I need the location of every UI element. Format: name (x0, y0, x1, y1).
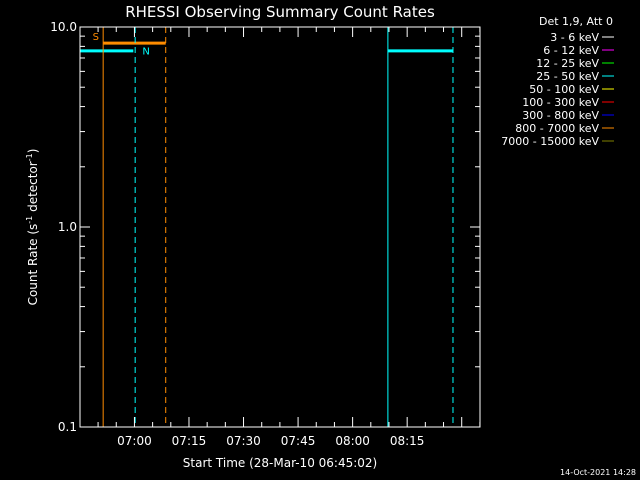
plot-frame (79, 26, 481, 428)
legend-entry-label: 6 - 12 keV (543, 44, 599, 57)
legend-entry-label: 50 - 100 keV (529, 83, 599, 96)
x-tick-label: 07:15 (172, 434, 207, 448)
timestamp: 14-Oct-2021 14:28 (560, 468, 636, 477)
y-axis-label: Count Rate (s-1 detector-1) (25, 149, 40, 306)
x-tick-label: 08:00 (335, 434, 370, 448)
legend-entry-label: 3 - 6 keV (550, 31, 599, 44)
x-axis-ticks: 07:00 07:15 07:30 07:45 08:00 08:15 (97, 27, 481, 448)
chart-title: RHESSI Observing Summary Count Rates (125, 3, 435, 21)
y-label-sup-1: -1 (25, 216, 34, 224)
y-tick-label: 10.0 (50, 20, 77, 34)
vline-layer (79, 27, 454, 427)
y-label-part-1: Count Rate (s (26, 224, 40, 306)
legend-entry-label: 12 - 25 keV (536, 57, 599, 70)
y-label-part-3: ) (26, 149, 40, 154)
legend-header: Det 1,9, Att 0 (539, 15, 613, 28)
x-tick-label: 07:30 (226, 434, 261, 448)
marker-layer: SN (93, 32, 150, 57)
y-label-part-2: detector (26, 161, 40, 216)
x-axis-label: Start Time (28-Mar-10 06:45:02) (183, 456, 377, 470)
x-tick-label: 07:45 (281, 434, 316, 448)
legend-entry-label: 7000 - 15000 keV (501, 135, 599, 148)
y-tick-label: 0.1 (58, 420, 77, 434)
marker-label: S (93, 32, 99, 43)
x-tick-label: 07:00 (117, 434, 152, 448)
y-label-sup-2: -1 (25, 153, 34, 161)
legend-entry-label: 800 - 7000 keV (515, 122, 599, 135)
legend-entry-label: 300 - 800 keV (522, 109, 599, 122)
y-tick-label: 1.0 (58, 220, 77, 234)
x-tick-label: 08:15 (390, 434, 425, 448)
legend-entry-label: 100 - 300 keV (522, 96, 599, 109)
series-layer (80, 41, 453, 53)
y-axis-ticks: 0.1 1.0 10.0 (50, 20, 480, 434)
marker-label: N (142, 46, 149, 57)
legend-entry-label: 25 - 50 keV (536, 70, 599, 83)
